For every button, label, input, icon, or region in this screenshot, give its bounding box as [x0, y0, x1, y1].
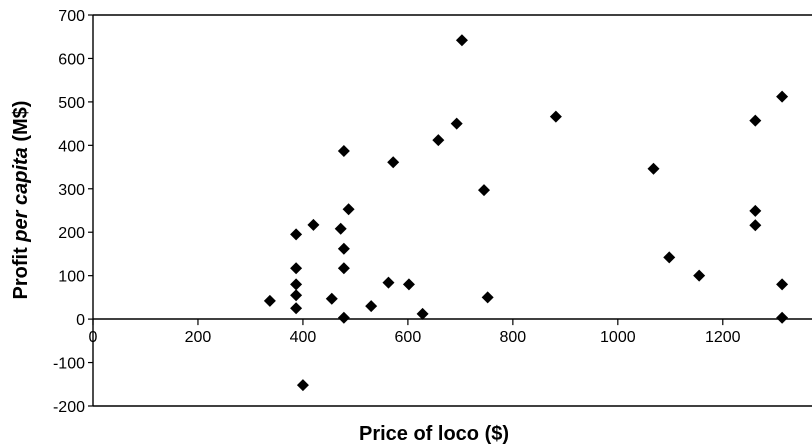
- x-tick-label: 400: [290, 329, 317, 346]
- axes: [92, 14, 812, 407]
- y-tick-label: 600: [58, 51, 85, 68]
- data-point: [647, 162, 660, 175]
- data-point: [290, 278, 303, 291]
- data-point: [290, 289, 303, 302]
- data-point: [749, 219, 762, 232]
- data-point: [776, 90, 789, 103]
- x-tick-label: 1000: [600, 329, 636, 346]
- data-point: [337, 144, 350, 157]
- y-tick-label: -200: [53, 399, 85, 416]
- y-axis-title: Profit per capita (M$): [10, 101, 32, 300]
- data-point: [402, 278, 415, 291]
- data-point: [334, 222, 347, 235]
- data-point: [416, 307, 429, 320]
- data-point: [387, 156, 400, 169]
- y-tick-label: 200: [58, 225, 85, 242]
- data-point: [365, 300, 378, 313]
- data-point: [382, 276, 395, 289]
- y-tick-label: 0: [76, 312, 85, 329]
- data-point: [337, 311, 350, 324]
- data-point: [450, 117, 463, 130]
- x-tick-label: 1200: [705, 329, 741, 346]
- data-point: [296, 379, 309, 392]
- data-point: [749, 204, 762, 217]
- data-point: [477, 184, 490, 197]
- data-point: [749, 114, 762, 127]
- data-point: [432, 134, 445, 147]
- x-tick-label: 800: [500, 329, 527, 346]
- x-tick-label: 600: [395, 329, 422, 346]
- data-point: [455, 34, 468, 47]
- y-tick-label: 400: [58, 138, 85, 155]
- y-tick-label: 100: [58, 269, 85, 286]
- data-point: [337, 262, 350, 275]
- data-point: [325, 292, 338, 305]
- y-ticks: -200 -100 0 100 200 300 400 500 600 700: [53, 8, 93, 416]
- y-tick-label: 300: [58, 182, 85, 199]
- data-point: [481, 291, 494, 304]
- data-point: [307, 218, 320, 231]
- data-point: [290, 302, 303, 315]
- x-ticks: 0 200 400 600 800 1000 1200: [89, 319, 741, 346]
- data-point: [549, 110, 562, 123]
- data-point: [776, 278, 789, 291]
- data-point: [693, 269, 706, 282]
- data-point: [263, 294, 276, 307]
- x-axis-title: Price of loco ($): [359, 423, 509, 445]
- data-point: [663, 251, 676, 264]
- data-point: [290, 228, 303, 241]
- data-point: [290, 262, 303, 275]
- data-point: [337, 242, 350, 255]
- x-tick-label: 0: [89, 329, 98, 346]
- y-tick-label: 500: [58, 95, 85, 112]
- x-tick-label: 200: [185, 329, 212, 346]
- y-axis-title-part-3: (M$): [10, 101, 32, 148]
- y-tick-label: -100: [53, 356, 85, 373]
- data-points: [263, 34, 789, 392]
- y-axis-title-part-2: per capita: [10, 147, 32, 242]
- y-tick-label: 700: [58, 8, 85, 25]
- data-point: [776, 311, 789, 324]
- data-point: [342, 203, 355, 216]
- y-axis-title-part-1: Profit: [10, 242, 32, 300]
